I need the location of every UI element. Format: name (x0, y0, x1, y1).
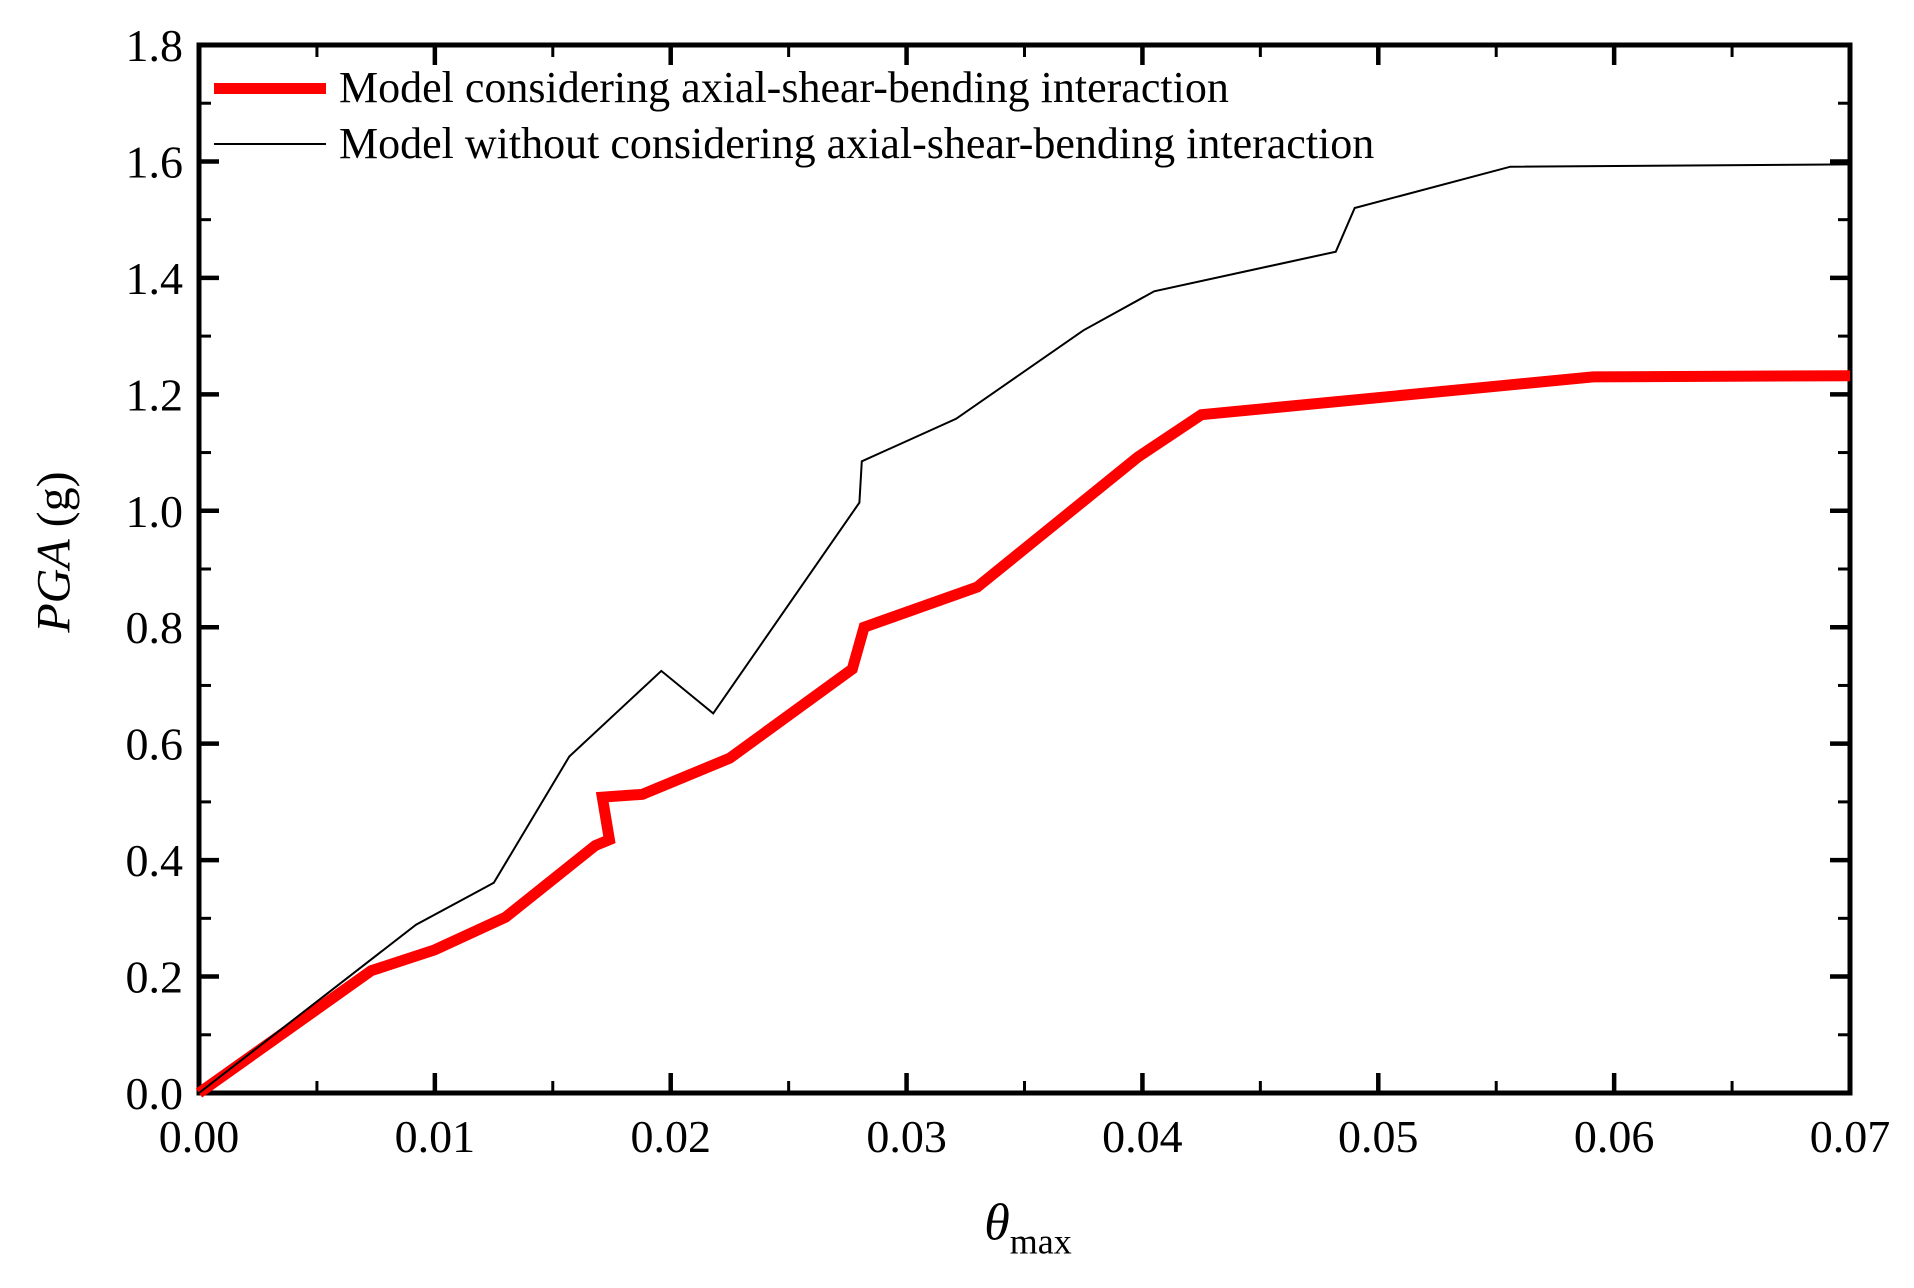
y-tick-label: 0.4 (126, 835, 184, 886)
y-tick-label: 1.6 (126, 136, 184, 187)
legend-swatch-black-line-icon (214, 143, 326, 145)
y-tick-label: 1.2 (126, 369, 184, 420)
legend-item-with-interaction: Model considering axial-shear-bending in… (214, 60, 1374, 116)
legend-label-without-interaction: Model without considering axial-shear-be… (339, 119, 1375, 168)
legend-label-with-interaction: Model considering axial-shear-bending in… (339, 63, 1229, 112)
y-tick-label: 1.8 (126, 20, 184, 71)
series-line-1 (198, 163, 1851, 1094)
x-axis-title-symbol: θ (984, 1194, 1010, 1252)
x-tick-label: 0.01 (395, 1111, 476, 1162)
y-tick-label: 0.8 (126, 602, 184, 653)
x-tick-label: 0.06 (1574, 1111, 1655, 1162)
x-tick-label: 0.02 (630, 1111, 711, 1162)
y-tick-label: 0.2 (126, 952, 184, 1003)
x-axis-title-subscript: max (1009, 1221, 1072, 1262)
y-tick-label: 0.6 (126, 719, 184, 770)
y-tick-label: 1.0 (126, 486, 184, 537)
x-tick-label: 0.03 (866, 1111, 947, 1162)
series-line-0 (195, 370, 1851, 1098)
y-axis-title-unit: (g) (27, 471, 81, 540)
x-tick-label: 0.07 (1810, 1111, 1891, 1162)
y-axis-title-symbol: PGA (27, 539, 81, 633)
x-tick-label: 0.04 (1102, 1111, 1183, 1162)
x-tick-label: 0.00 (159, 1111, 240, 1162)
y-tick-label: 0.0 (126, 1068, 184, 1119)
legend-swatch-red-line-icon (214, 82, 326, 94)
x-axis-title: θmax (984, 1194, 1072, 1263)
y-tick-label: 1.4 (126, 253, 184, 304)
legend: Model considering axial-shear-bending in… (214, 60, 1374, 172)
legend-item-without-interaction: Model without considering axial-shear-be… (214, 116, 1374, 172)
plot-frame (196, 42, 1853, 1096)
y-axis-title: PGA (g) (27, 471, 82, 632)
x-tick-label: 0.05 (1338, 1111, 1419, 1162)
